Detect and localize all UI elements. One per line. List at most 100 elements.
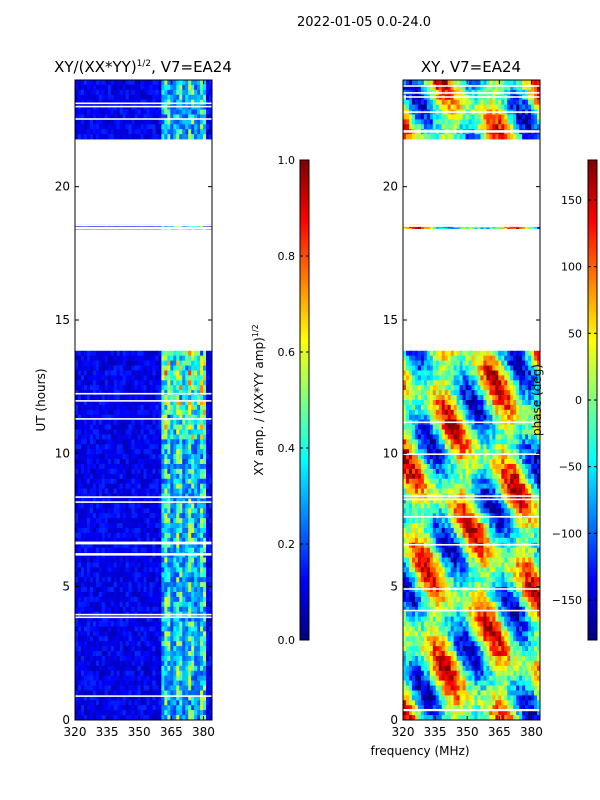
heatmap-cell (131, 459, 135, 465)
heatmap-cell (131, 670, 135, 677)
heatmap-cell (179, 129, 183, 135)
heatmap-cell (92, 680, 97, 686)
heatmap-cell (92, 715, 97, 720)
heatmap-cell (414, 119, 419, 125)
heatmap-cell (429, 104, 434, 110)
heatmap-cell (206, 134, 210, 140)
heatmap-cell (128, 700, 132, 706)
heatmap-cell (80, 651, 85, 657)
heatmap-cell (95, 557, 100, 563)
heatmap-cell (80, 409, 85, 416)
heatmap-cell (197, 404, 201, 411)
heatmap-cell (185, 424, 189, 430)
heatmap-cell (83, 80, 88, 86)
heatmap-cell (83, 464, 88, 470)
heatmap-cell (170, 424, 174, 430)
heatmap-cell (185, 582, 189, 588)
heatmap-cell (197, 700, 201, 706)
heatmap-cell (146, 483, 150, 489)
heatmap-cell (83, 109, 88, 115)
heatmap-cell (420, 124, 425, 130)
heatmap-cell (486, 119, 490, 125)
heatmap-cell (122, 129, 126, 135)
heatmap-cell (86, 390, 91, 396)
heatmap-cell (408, 350, 413, 357)
heatmap-cell (441, 80, 446, 86)
heatmap-cell (167, 513, 171, 519)
heatmap-cell (152, 572, 156, 578)
heatmap-cell (101, 675, 106, 681)
heatmap-cell (167, 710, 171, 716)
heatmap-cell (191, 641, 195, 647)
heatmap-cell (477, 114, 481, 120)
heatmap-cell (92, 626, 97, 632)
heatmap-cell (113, 454, 118, 460)
heatmap-cell (98, 562, 103, 568)
heatmap-cell (146, 355, 150, 361)
heatmap-cell (203, 439, 207, 445)
heatmap-cell (86, 464, 91, 470)
heatmap-cell (495, 365, 499, 371)
heatmap-cell (110, 114, 115, 120)
heatmap-cell (134, 124, 138, 130)
heatmap-cell (116, 370, 121, 376)
heatmap-cell (471, 365, 475, 371)
heatmap-cell (158, 636, 162, 642)
heatmap-cell (95, 690, 100, 696)
heatmap-cell (489, 134, 493, 140)
heatmap-cell (143, 483, 147, 489)
heatmap-cell (483, 134, 487, 140)
heatmap-cell (173, 503, 177, 509)
heatmap-cell (197, 606, 201, 613)
heatmap-cell (131, 626, 135, 632)
heatmap-cell (194, 557, 198, 563)
heatmap-cell (143, 464, 147, 470)
heatmap-cell (155, 537, 159, 544)
heatmap-cell (164, 498, 168, 504)
heatmap-cell (143, 385, 147, 391)
heatmap-cell (110, 715, 115, 720)
heatmap-cell (122, 94, 126, 101)
heatmap-cell (203, 454, 207, 460)
heatmap-cell (474, 355, 478, 361)
heatmap-cell (206, 385, 210, 391)
heatmap-cell (83, 395, 88, 401)
heatmap-cell (137, 454, 141, 460)
heatmap-cell (155, 631, 159, 637)
heatmap-cell (119, 680, 123, 686)
heatmap-cell (477, 360, 481, 366)
heatmap-cell (75, 89, 79, 96)
heatmap-cell (80, 656, 85, 662)
heatmap-cell (185, 119, 189, 125)
heatmap-cell (119, 454, 123, 460)
heatmap-cell (158, 493, 162, 499)
heatmap-cell (92, 523, 97, 529)
heatmap-cell (203, 675, 207, 681)
heatmap-cell (104, 641, 109, 647)
heatmap-cell (197, 409, 201, 416)
heatmap-cell (459, 124, 463, 130)
heatmap-cell (185, 700, 189, 706)
heatmap-cell (128, 651, 132, 657)
heatmap-cell (89, 414, 94, 421)
heatmap-cell (197, 705, 201, 711)
heatmap-cell (83, 532, 88, 539)
heatmap-cell (158, 542, 162, 549)
heatmap-cell (203, 582, 207, 588)
heatmap-cell (149, 459, 153, 465)
heatmap-cell (131, 99, 135, 105)
heatmap-cell (125, 513, 129, 519)
heatmap-cell (113, 508, 118, 514)
heatmap-cell (119, 631, 123, 637)
heatmap-cell (110, 350, 115, 357)
heatmap-cell (80, 503, 85, 509)
heatmap-cell (155, 577, 159, 583)
heatmap-cell (197, 562, 201, 568)
heatmap-cell (155, 656, 159, 662)
heatmap-cell (537, 104, 540, 110)
heatmap-cell (83, 375, 88, 381)
heatmap-cell (206, 473, 210, 480)
heatmap-cell (164, 587, 168, 593)
heatmap-cell (95, 99, 100, 105)
heatmap-cell (98, 636, 103, 642)
